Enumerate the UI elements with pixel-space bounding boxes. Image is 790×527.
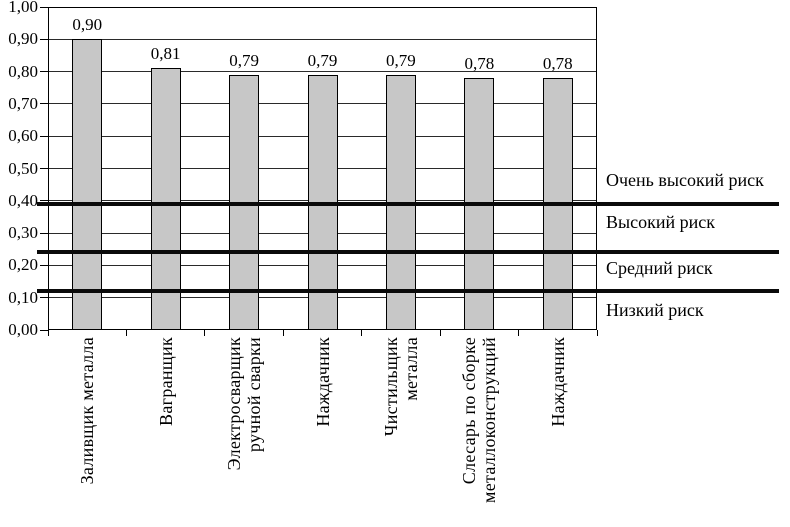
y-axis-tick-label: 0,40 [8, 190, 38, 210]
y-axis-tick [40, 71, 48, 73]
y-axis-tick [40, 329, 48, 331]
category-label: Заливщик металла [77, 337, 97, 527]
y-axis-tick-label: 0,00 [8, 320, 38, 339]
category-label-line: Наждачник [547, 337, 568, 427]
risk-threshold-line [37, 289, 779, 294]
x-axis-tick [361, 330, 363, 336]
gridline [48, 71, 597, 73]
x-axis-tick [596, 330, 598, 336]
bar-value-label: 0,90 [72, 15, 103, 35]
bar-value-label: 0,78 [542, 54, 573, 74]
bar-value-label: 0,79 [307, 50, 338, 70]
y-axis-tick [40, 135, 48, 137]
y-axis-tick-label: 0,90 [8, 29, 38, 49]
bar-value-label: 0,79 [386, 50, 416, 70]
risk-zone-label: Низкий риск [606, 299, 704, 320]
risk-zone-label: Средний риск [606, 257, 713, 278]
x-axis-tick [125, 330, 127, 336]
y-axis-tick [40, 103, 48, 105]
category-label-line: Наждачник [312, 337, 333, 427]
category-label-line: Электросварщик [224, 337, 245, 471]
y-axis-tick [40, 297, 48, 299]
bar-value-label: 0,78 [464, 54, 495, 74]
category-label-line: Заливщик металла [77, 337, 98, 485]
y-axis-tick-label: 0,60 [8, 126, 38, 146]
y-axis-tick-label: 0,70 [8, 93, 38, 113]
risk-zone-label: Высокий риск [606, 212, 715, 233]
y-axis-tick-label: 0,20 [8, 255, 38, 275]
bar [72, 39, 103, 330]
x-axis-tick [518, 330, 520, 336]
y-axis-tick-label: 0,80 [8, 61, 38, 81]
risk-zone-label: Очень высокий риск [606, 170, 764, 191]
category-label: Вагранщик [156, 337, 176, 527]
y-axis-tick [40, 6, 48, 8]
y-axis-tick-label: 0,30 [8, 223, 38, 243]
category-label-line: Вагранщик [155, 337, 176, 426]
x-axis-tick [282, 330, 284, 336]
gridline [48, 38, 597, 40]
category-label-line: металла [400, 337, 421, 401]
bar-value-label: 0,81 [150, 44, 181, 64]
risk-threshold-line [37, 202, 779, 207]
x-axis-tick [439, 330, 441, 336]
x-axis-tick [47, 330, 49, 336]
category-label-line: металлоконструкций [479, 337, 500, 503]
category-label: Электросварщик ручной сварки [224, 337, 264, 527]
category-label-line: ручной сварки [244, 337, 265, 453]
category-label: Слесарь по сборке металлоконструкций [459, 337, 499, 527]
plot-area [48, 7, 597, 330]
y-axis-tick-label: 0,50 [8, 158, 38, 178]
y-axis-tick [40, 232, 48, 234]
risk-threshold-line [37, 250, 779, 255]
y-axis-tick [40, 264, 48, 266]
category-label-line: Чистильщик [380, 337, 401, 437]
y-axis-tick [40, 200, 48, 202]
y-axis-tick-label: 1,00 [8, 0, 38, 16]
category-label: Наждачник [548, 337, 568, 527]
category-label-line: Слесарь по сборке [459, 337, 480, 485]
bar-value-label: 0,79 [229, 50, 259, 70]
x-axis-tick [204, 330, 206, 336]
y-axis-tick [40, 168, 48, 169]
category-label: Наждачник [313, 337, 333, 527]
y-axis-tick [40, 38, 48, 40]
category-label: Чистильщик металла [381, 337, 421, 527]
y-axis-tick-label: 0,10 [8, 287, 38, 307]
